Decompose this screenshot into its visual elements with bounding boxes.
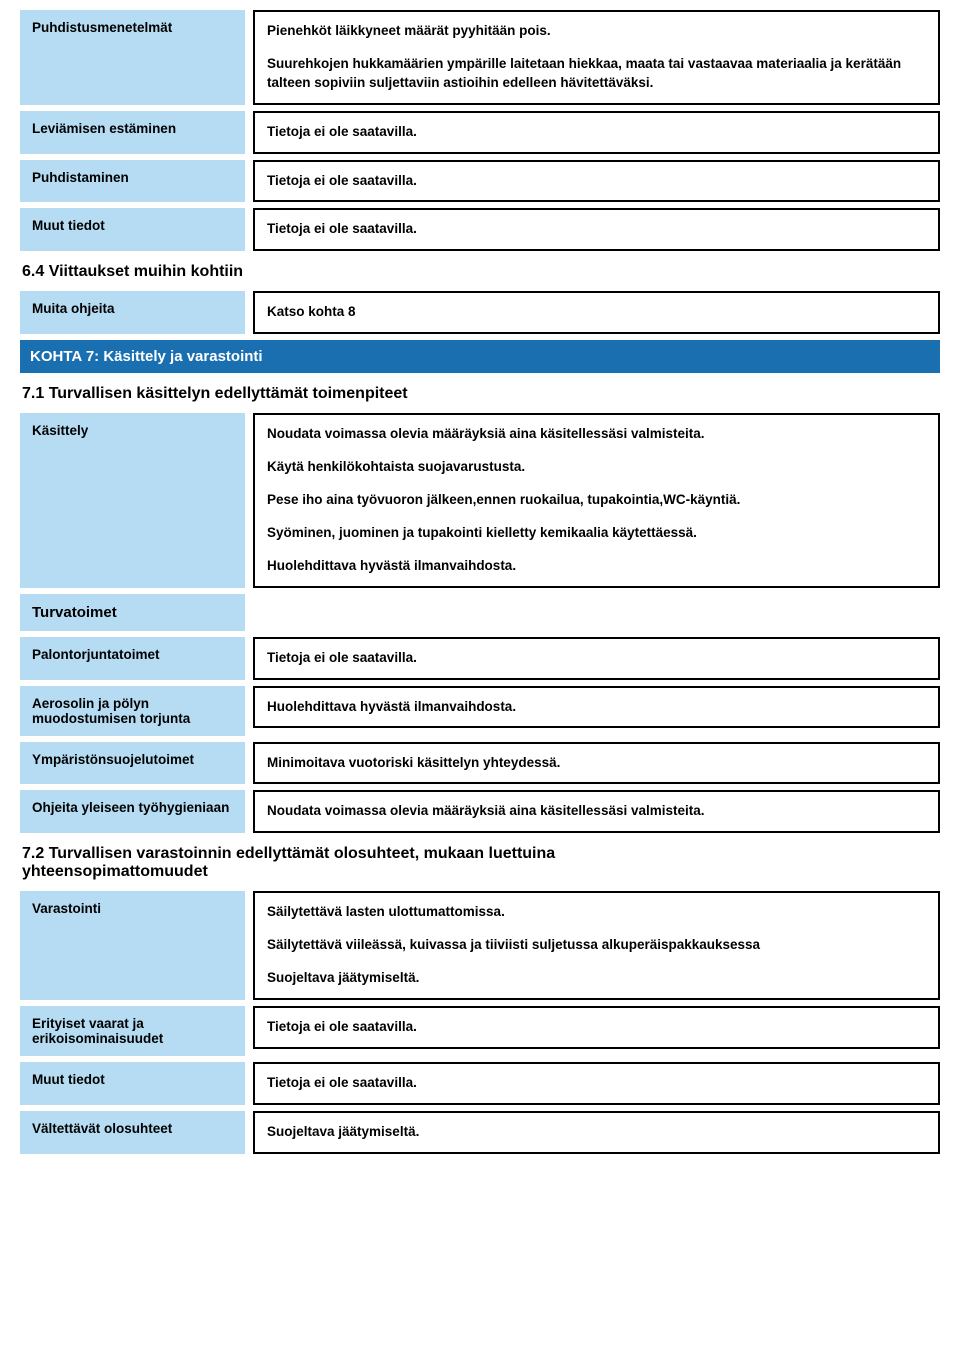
label-avoid-conditions: Vältettävät olosuhteet — [20, 1111, 245, 1154]
row-purification: Puhdistaminen Tietoja ei ole saatavilla. — [20, 160, 940, 203]
value-spread-prevention: Tietoja ei ole saatavilla. — [253, 111, 940, 154]
subheading-6-4: 6.4 Viittaukset muihin kohtiin — [20, 257, 940, 291]
value-work-hygiene: Noudata voimassa olevia määräyksiä aina … — [253, 790, 940, 833]
row-special-hazards: Erityiset vaarat ja erikoisominaisuudet … — [20, 1006, 940, 1056]
row-storage: Varastointi Säilytettävä lasten ulottuma… — [20, 891, 940, 1000]
text: Suojeltava jäätymiseltä. — [267, 969, 926, 988]
text: Säilytettävä lasten ulottumattomissa. — [267, 903, 926, 922]
value-other-info-1: Tietoja ei ole saatavilla. — [253, 208, 940, 251]
value-special-hazards: Tietoja ei ole saatavilla. — [253, 1006, 940, 1049]
value-fire-prevention: Tietoja ei ole saatavilla. — [253, 637, 940, 680]
row-handling: Käsittely Noudata voimassa olevia määräy… — [20, 413, 940, 587]
value-environmental: Minimoitava vuotoriski käsittelyn yhteyd… — [253, 742, 940, 785]
subheading-7-2: 7.2 Turvallisen varastoinnin edellyttämä… — [20, 839, 700, 891]
label-environmental: Ympäristönsuojelutoimet — [20, 742, 245, 785]
row-spread-prevention: Leviämisen estäminen Tietoja ei ole saat… — [20, 111, 940, 154]
value-handling: Noudata voimassa olevia määräyksiä aina … — [253, 413, 940, 587]
value-purification: Tietoja ei ole saatavilla. — [253, 160, 940, 203]
row-aerosol-dust: Aerosolin ja pölyn muodostumisen torjunt… — [20, 686, 940, 736]
row-other-info-2: Muut tiedot Tietoja ei ole saatavilla. — [20, 1062, 940, 1105]
value-other-guidance: Katso kohta 8 — [253, 291, 940, 334]
label-spread-prevention: Leviämisen estäminen — [20, 111, 245, 154]
label-other-info-1: Muut tiedot — [20, 208, 245, 251]
row-other-guidance: Muita ohjeita Katso kohta 8 — [20, 291, 940, 334]
row-environmental: Ympäristönsuojelutoimet Minimoitava vuot… — [20, 742, 940, 785]
label-purification: Puhdistaminen — [20, 160, 245, 203]
row-fire-prevention: Palontorjuntatoimet Tietoja ei ole saata… — [20, 637, 940, 680]
label-handling: Käsittely — [20, 413, 245, 587]
value-aerosol-dust: Huolehdittava hyvästä ilmanvaihdosta. — [253, 686, 940, 729]
row-cleaning-methods: Puhdistusmenetelmät Pienehköt läikkyneet… — [20, 10, 940, 105]
label-storage: Varastointi — [20, 891, 245, 1000]
text: Noudata voimassa olevia määräyksiä aina … — [267, 425, 926, 444]
label-work-hygiene: Ohjeita yleiseen työhygieniaan — [20, 790, 245, 833]
text: Suurehkojen hukkamäärien ympärille laite… — [267, 55, 926, 93]
label-other-info-2: Muut tiedot — [20, 1062, 245, 1105]
label-other-guidance: Muita ohjeita — [20, 291, 245, 334]
value-avoid-conditions: Suojeltava jäätymiseltä. — [253, 1111, 940, 1154]
section-7-header: KOHTA 7: Käsittely ja varastointi — [20, 340, 940, 373]
label-special-hazards: Erityiset vaarat ja erikoisominaisuudet — [20, 1006, 245, 1056]
text: Pienehköt läikkyneet määrät pyyhitään po… — [267, 22, 926, 41]
row-avoid-conditions: Vältettävät olosuhteet Suojeltava jäätym… — [20, 1111, 940, 1154]
subheading-7-1: 7.1 Turvallisen käsittelyn edellyttämät … — [20, 379, 940, 413]
value-other-info-2: Tietoja ei ole saatavilla. — [253, 1062, 940, 1105]
text: Säilytettävä viileässä, kuivassa ja tiiv… — [267, 936, 926, 955]
value-wrap: Pienehköt läikkyneet määrät pyyhitään po… — [245, 10, 940, 105]
group-safety-measures: Turvatoimet — [20, 594, 245, 631]
label-aerosol-dust: Aerosolin ja pölyn muodostumisen torjunt… — [20, 686, 245, 736]
text: Pese iho aina työvuoron jälkeen,ennen ru… — [267, 491, 926, 510]
text: Syöminen, juominen ja tupakointi kiellet… — [267, 524, 926, 543]
value-storage: Säilytettävä lasten ulottumattomissa. Sä… — [253, 891, 940, 1000]
row-work-hygiene: Ohjeita yleiseen työhygieniaan Noudata v… — [20, 790, 940, 833]
value-cleaning-methods: Pienehköt läikkyneet määrät pyyhitään po… — [253, 10, 940, 105]
row-other-info-1: Muut tiedot Tietoja ei ole saatavilla. — [20, 208, 940, 251]
text: Käytä henkilökohtaista suojavarustusta. — [267, 458, 926, 477]
text: Huolehdittava hyvästä ilmanvaihdosta. — [267, 557, 926, 576]
label-fire-prevention: Palontorjuntatoimet — [20, 637, 245, 680]
label-cleaning-methods: Puhdistusmenetelmät — [20, 10, 245, 105]
